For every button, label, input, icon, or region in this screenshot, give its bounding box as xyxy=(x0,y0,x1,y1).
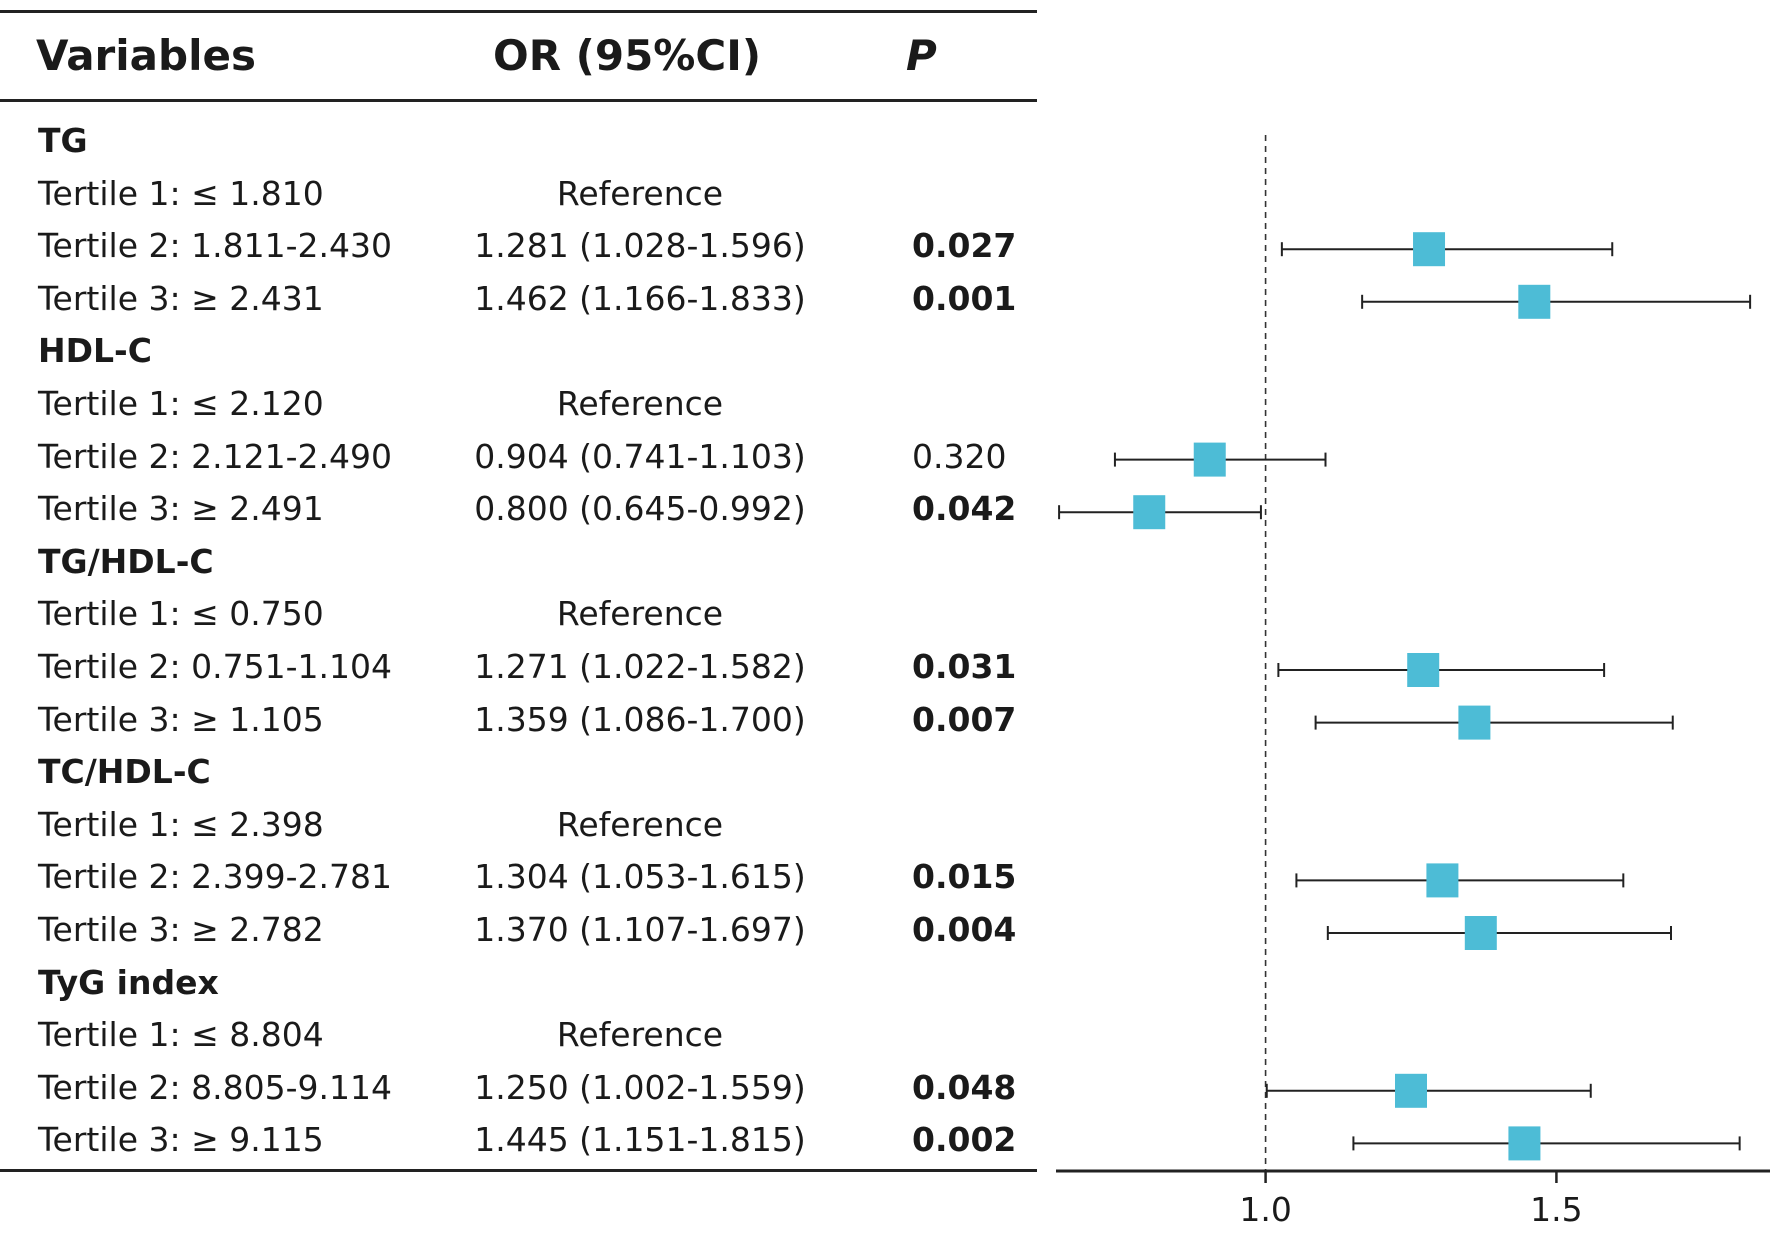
p-value: 0.048 xyxy=(912,1067,1017,1107)
group-header-row: TG/HDL-C xyxy=(0,536,1040,588)
variable-label: Tertile 1: ≤ 2.398 xyxy=(38,804,324,844)
variable-label: Tertile 3: ≥ 2.491 xyxy=(38,489,324,529)
variable-label: Tertile 2: 8.805-9.114 xyxy=(38,1067,392,1107)
x-tick-label: 1.0 xyxy=(1239,1190,1291,1229)
or-marker xyxy=(1133,495,1166,530)
or-value: 1.462 (1.166-1.833) xyxy=(474,278,806,318)
table-row: Tertile 1: ≤ 8.804 Reference xyxy=(0,1009,1040,1061)
table-row: Tertile 1: ≤ 2.398 Reference xyxy=(0,799,1040,851)
p-value: 0.027 xyxy=(912,226,1017,266)
table-row: Tertile 3: ≥ 1.105 1.359 (1.086-1.700) 0.0… xyxy=(0,694,1040,746)
header-or: OR (95%CI) xyxy=(493,31,762,80)
header-p: P xyxy=(906,31,937,80)
variable-label: Tertile 1: ≤ 2.120 xyxy=(38,384,324,423)
group-label: TyG index xyxy=(38,962,219,1002)
variable-label: Tertile 3: ≥ 2.782 xyxy=(38,910,324,949)
variable-label: Tertile 3: ≥ 2.431 xyxy=(38,278,324,318)
table-row: Tertile 2: 1.811-2.430 1.281 (1.028-1.596… xyxy=(0,220,1040,272)
p-value: 0.001 xyxy=(912,278,1017,318)
table-row: Tertile 1: ≤ 0.750 Reference xyxy=(0,588,1040,640)
or-value: 1.271 (1.022-1.582) xyxy=(474,647,806,686)
variable-label: Tertile 2: 2.121-2.490 xyxy=(38,436,392,476)
table-row: Tertile 3: ≥ 2.782 1.370 (1.107-1.697) 0.0… xyxy=(0,904,1040,956)
group-label: HDL-C xyxy=(38,331,152,371)
variable-label: Tertile 3: ≥ 9.115 xyxy=(38,1120,324,1160)
variable-label: Tertile 2: 2.399-2.781 xyxy=(38,857,392,897)
top-rule xyxy=(0,10,1037,13)
or-value: 0.904 (0.741-1.103) xyxy=(474,436,806,476)
or-value: Reference xyxy=(556,384,724,423)
or-marker xyxy=(1395,1073,1427,1108)
p-value: 0.007 xyxy=(912,699,1017,739)
or-value: Reference xyxy=(556,173,724,213)
variable-label: Tertile 1: ≤ 8.804 xyxy=(38,1015,324,1055)
p-value: 0.004 xyxy=(912,910,1017,949)
group-header-row: HDL-C xyxy=(0,325,1040,377)
or-marker xyxy=(1464,916,1497,950)
or-marker xyxy=(1413,232,1446,267)
group-label: TG xyxy=(38,121,88,160)
group-header-row: TG xyxy=(0,115,1040,167)
table-row: Tertile 2: 0.751-1.104 1.271 (1.022-1.582… xyxy=(0,641,1040,693)
or-marker xyxy=(1193,442,1226,477)
variable-label: Tertile 2: 1.811-2.430 xyxy=(38,226,392,266)
or-value: 1.304 (1.053-1.615) xyxy=(474,857,806,897)
group-label: TC/HDL-C xyxy=(38,752,211,792)
table-row: Tertile 3: ≥ 2.491 0.800 (0.645-0.992) 0.0… xyxy=(0,483,1040,535)
results-table: Variables OR (95%CI) P TG Tertile 1: ≤ 1.… xyxy=(0,10,1040,1172)
variable-label: Tertile 3: ≥ 1.105 xyxy=(38,699,324,739)
table-row: Tertile 3: ≥ 9.115 1.445 (1.151-1.815) 0.0… xyxy=(0,1114,1040,1166)
p-value: 0.031 xyxy=(912,647,1017,686)
table-row: Tertile 2: 8.805-9.114 1.250 (1.002-1.559… xyxy=(0,1062,1040,1114)
table-row: Tertile 1: ≤ 1.810 Reference xyxy=(0,168,1040,220)
or-value: 1.250 (1.002-1.559) xyxy=(474,1067,806,1107)
p-value: 0.015 xyxy=(912,857,1017,897)
or-value: 1.370 (1.107-1.697) xyxy=(474,910,806,949)
p-value: 0.002 xyxy=(912,1120,1017,1160)
or-value: Reference xyxy=(556,594,724,634)
table-row: Tertile 3: ≥ 2.431 1.462 (1.166-1.833) 0.0… xyxy=(0,273,1040,325)
group-header-row: TyG index xyxy=(0,957,1040,1009)
group-label: TG/HDL-C xyxy=(38,541,214,581)
or-value: 1.359 (1.086-1.700) xyxy=(474,699,806,739)
or-value: Reference xyxy=(556,1015,724,1055)
table-row: Tertile 2: 2.399-2.781 1.304 (1.053-1.615… xyxy=(0,851,1040,903)
or-marker xyxy=(1458,705,1491,740)
or-value: 1.445 (1.151-1.815) xyxy=(474,1120,806,1160)
table-row: Tertile 1: ≤ 2.120 Reference xyxy=(0,378,1040,430)
table-row: Tertile 2: 2.121-2.490 0.904 (0.741-1.103… xyxy=(0,431,1040,483)
p-value: 0.320 xyxy=(912,436,1007,476)
or-marker xyxy=(1518,284,1551,319)
p-value: 0.042 xyxy=(912,489,1017,529)
bottom-rule xyxy=(0,1169,1037,1172)
header-rule xyxy=(0,99,1037,102)
or-marker xyxy=(1426,863,1459,898)
variable-label: Tertile 1: ≤ 0.750 xyxy=(38,594,324,634)
group-header-row: TC/HDL-C xyxy=(0,746,1040,798)
x-tick-label: 1.5 xyxy=(1530,1190,1582,1229)
or-value: 0.800 (0.645-0.992) xyxy=(474,489,806,529)
variable-label: Tertile 1: ≤ 1.810 xyxy=(38,173,324,213)
variable-label: Tertile 2: 0.751-1.104 xyxy=(38,647,392,686)
or-marker xyxy=(1508,1126,1541,1161)
forest-plot: 1.0 1.5 xyxy=(1056,135,1770,1229)
or-marker xyxy=(1407,653,1440,687)
or-value: Reference xyxy=(556,804,724,844)
or-value: 1.281 (1.028-1.596) xyxy=(474,226,806,266)
header-variables: Variables xyxy=(36,31,256,80)
